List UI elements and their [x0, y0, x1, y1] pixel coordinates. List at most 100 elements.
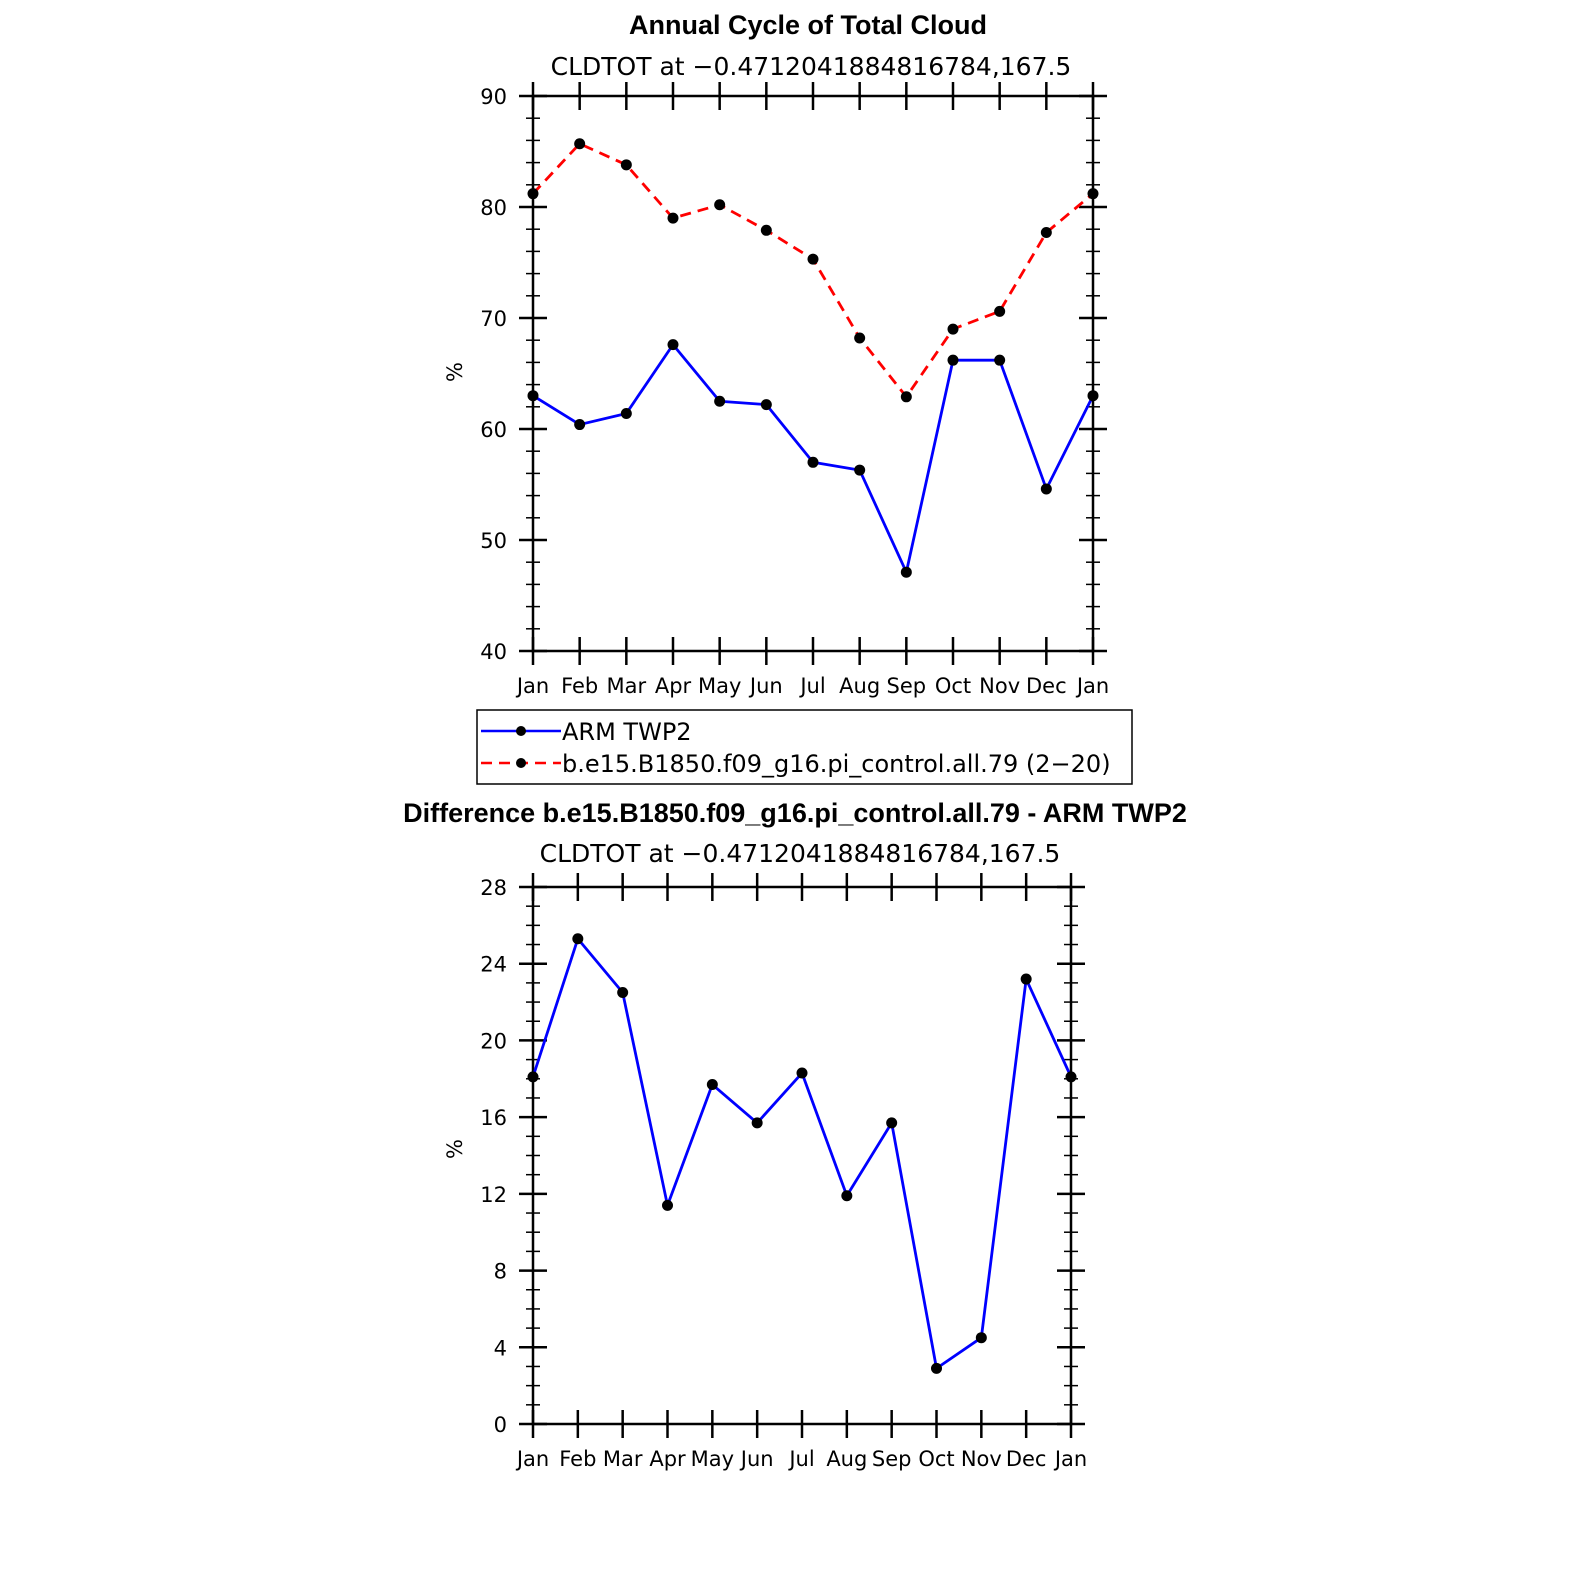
- y-tick-label: 90: [480, 85, 507, 109]
- data-point: [854, 332, 866, 344]
- data-point: [714, 395, 726, 407]
- data-point: [807, 456, 819, 468]
- data-point: [900, 391, 912, 403]
- x-tick-label: Jan: [515, 1447, 549, 1471]
- data-point: [574, 419, 586, 431]
- data-point: [1020, 973, 1032, 985]
- data-point: [1087, 390, 1099, 402]
- x-tick-label: Apr: [655, 674, 692, 698]
- x-tick-label: Nov: [961, 1447, 1002, 1471]
- data-point: [931, 1362, 942, 1374]
- data-point: [751, 1117, 763, 1129]
- x-tick-label: Dec: [1026, 674, 1067, 698]
- series-line: [531, 937, 1073, 1370]
- data-point: [620, 407, 632, 419]
- x-tick-label: Oct: [918, 1447, 954, 1471]
- data-point: [796, 1067, 808, 1079]
- data-point: [807, 253, 819, 265]
- y-tick-label: 28: [480, 876, 507, 900]
- x-tick-label: Oct: [935, 674, 971, 698]
- data-point: [572, 933, 584, 945]
- data-point: [886, 1117, 898, 1129]
- x-tick-label: Jul: [787, 1447, 814, 1471]
- data-point: [841, 1190, 853, 1202]
- chart-title: Difference b.e15.B1850.f09_g16.pi_contro…: [403, 798, 1187, 828]
- y-tick-label: 50: [480, 529, 507, 553]
- data-point: [1040, 483, 1052, 495]
- x-tick-label: Nov: [979, 674, 1020, 698]
- x-tick-label: Feb: [559, 1447, 596, 1471]
- data-point: [975, 1332, 987, 1344]
- series-line: [531, 142, 1094, 399]
- data-point: [994, 354, 1006, 366]
- data-point: [662, 1199, 673, 1211]
- plot-area: 40 50 60 70 80 90 Jan Feb Mar Apr May Jun Jul Aug Sep O…: [480, 82, 1109, 698]
- x-tick-label: Jun: [748, 674, 783, 698]
- y-tick-label: 4: [494, 1336, 507, 1360]
- data-point: [527, 1071, 539, 1083]
- data-point: [900, 566, 912, 578]
- y-tick-label: 20: [480, 1029, 507, 1053]
- data-point: [527, 188, 539, 200]
- data-point: [1040, 227, 1052, 239]
- y-tick-label: 8: [494, 1260, 507, 1284]
- legend-box: [476, 709, 1133, 785]
- legend-label-arm: ARM TWP2: [562, 718, 692, 746]
- data-point: [620, 159, 632, 171]
- y-tick-label: 70: [480, 307, 507, 331]
- legend-label-model: b.e15.B1850.f09_g16.pi_control.all.79 (2…: [562, 750, 1111, 778]
- y-axis-label: %: [443, 1139, 467, 1159]
- y-axis-label: %: [443, 362, 467, 382]
- chart-subtitle: CLDTOT at −0.4712041884816784,167.5: [551, 52, 1072, 81]
- x-tick-label: May: [698, 674, 741, 698]
- x-tick-label: Jan: [1053, 1447, 1087, 1471]
- x-tick-label: Feb: [561, 674, 598, 698]
- data-point: [527, 390, 539, 402]
- x-tick-label: Jan: [515, 674, 549, 698]
- x-tick-label: Aug: [826, 1447, 867, 1471]
- y-tick-label: 12: [480, 1183, 507, 1207]
- data-point: [1087, 188, 1099, 200]
- data-point: [706, 1079, 718, 1091]
- y-tick-label: 16: [480, 1106, 507, 1130]
- data-point: [574, 138, 586, 150]
- data-point: [760, 399, 772, 411]
- data-point: [947, 323, 959, 335]
- data-point: [947, 354, 959, 366]
- legend-marker-arm: [516, 726, 526, 736]
- x-tick-label: Jan: [1075, 674, 1109, 698]
- y-tick-label: 60: [480, 418, 507, 442]
- annual-cycle-chart: Annual Cycle of Total Cloud CLDTOT at −0…: [443, 10, 1133, 785]
- legend-marker-model: [516, 758, 526, 768]
- chart-subtitle: CLDTOT at −0.4712041884816784,167.5: [540, 839, 1061, 868]
- plot-area: 0 4 8 12 16 20 24 28 Jan Feb Mar Apr May Jun Jul Aug Sep…: [480, 873, 1087, 1471]
- x-tick-label: Sep: [887, 674, 927, 698]
- x-tick-label: Jul: [798, 674, 825, 698]
- data-point: [667, 212, 679, 224]
- x-tick-label: Mar: [603, 1447, 643, 1471]
- legend: ARM TWP2 b.e15.B1850.f09_g16.pi_control.…: [476, 709, 1133, 785]
- data-point: [714, 199, 726, 211]
- chart-title: Annual Cycle of Total Cloud: [629, 10, 987, 40]
- data-point: [994, 305, 1006, 317]
- x-tick-label: Sep: [872, 1447, 912, 1471]
- x-tick-label: May: [691, 1447, 734, 1471]
- y-tick-label: 0: [494, 1413, 507, 1437]
- data-point: [667, 339, 679, 351]
- y-tick-label: 40: [480, 640, 507, 664]
- x-tick-label: Mar: [607, 674, 647, 698]
- x-tick-label: Dec: [1006, 1447, 1047, 1471]
- difference-chart: Difference b.e15.B1850.f09_g16.pi_contro…: [403, 798, 1187, 1471]
- x-tick-label: Aug: [839, 674, 880, 698]
- data-point: [760, 224, 772, 236]
- data-point: [617, 986, 629, 998]
- plot-frame: [531, 885, 1073, 1426]
- y-tick-label: 24: [480, 953, 507, 977]
- data-point: [854, 464, 866, 476]
- plot-frame: [531, 94, 1095, 653]
- x-tick-label: Jun: [739, 1447, 774, 1471]
- x-tick-label: Apr: [649, 1447, 686, 1471]
- data-point: [1065, 1071, 1077, 1083]
- y-tick-label: 80: [480, 196, 507, 220]
